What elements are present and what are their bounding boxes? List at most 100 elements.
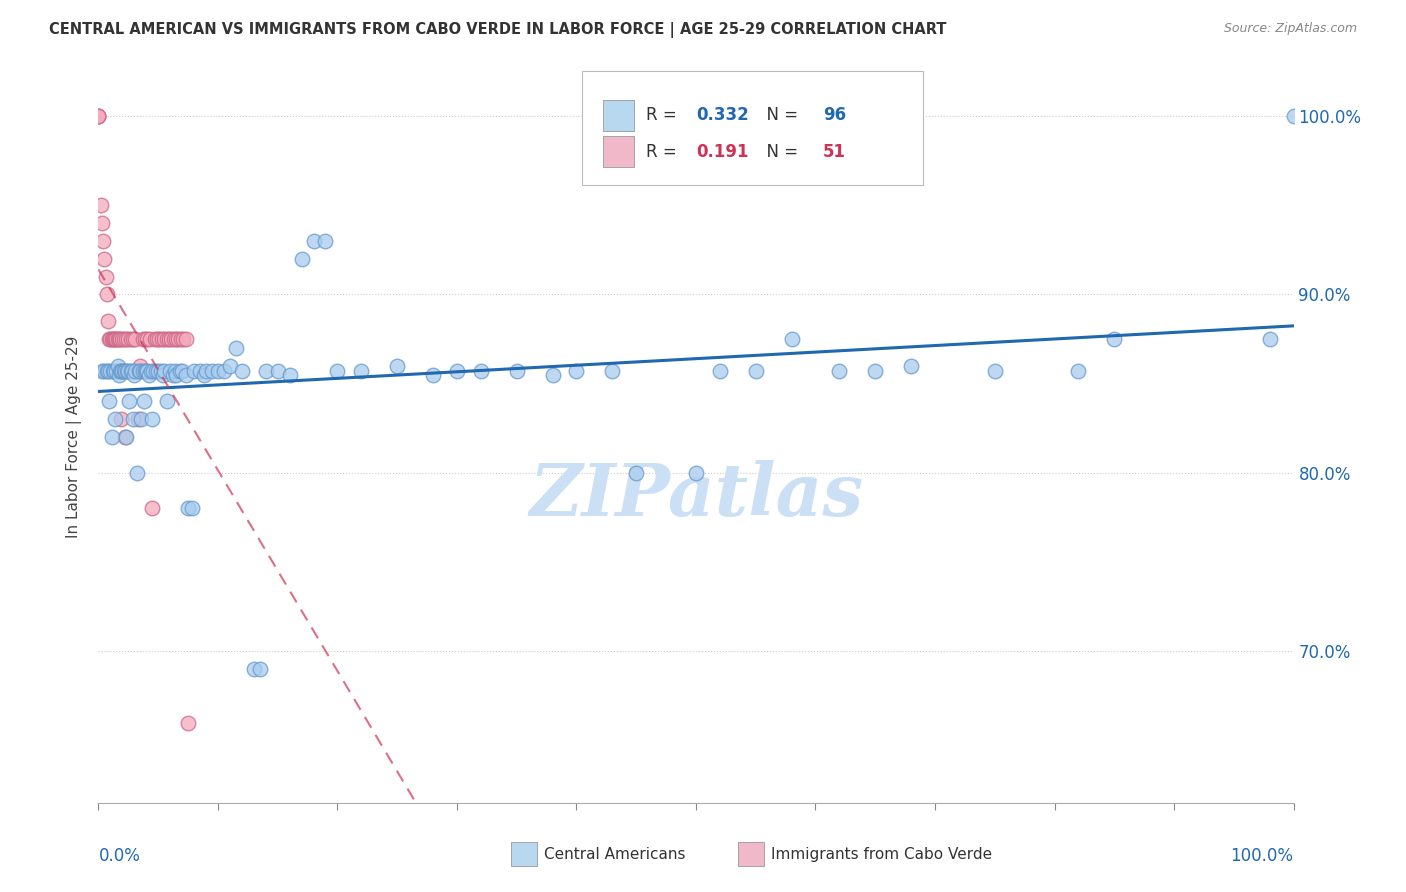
Point (129, 364, 152, 378)
Text: CENTRAL AMERICAN VS IMMIGRANTS FROM CABO VERDE IN LABOR FORCE | AGE 25-29 CORREL: CENTRAL AMERICAN VS IMMIGRANTS FROM CABO… (49, 22, 946, 38)
Point (143, 332, 166, 346)
Point (91, 216, 114, 230)
Point (602, 364, 624, 378)
Point (1067, 364, 1090, 378)
Point (201, 364, 224, 378)
Point (121, 364, 143, 378)
Point (249, 662, 271, 676)
Point (169, 364, 191, 378)
Point (128, 364, 150, 378)
Point (148, 332, 170, 346)
Point (111, 332, 134, 346)
Point (446, 364, 468, 378)
Text: N =: N = (756, 106, 803, 124)
Point (131, 364, 153, 378)
Point (865, 364, 887, 378)
Point (115, 332, 138, 346)
Point (124, 332, 146, 346)
Point (984, 364, 1007, 378)
Point (112, 332, 135, 346)
Point (148, 364, 170, 378)
Point (96, 287, 118, 301)
Point (326, 364, 349, 378)
Point (104, 332, 127, 346)
FancyBboxPatch shape (582, 71, 922, 185)
Text: 100.0%: 100.0% (1230, 847, 1294, 864)
Point (225, 341, 247, 355)
Point (565, 364, 588, 378)
Point (93, 252, 115, 266)
Point (117, 364, 139, 378)
Point (101, 332, 124, 346)
Text: 51: 51 (823, 143, 845, 161)
Point (163, 332, 186, 346)
Text: 0.0%: 0.0% (98, 847, 141, 864)
Point (150, 332, 173, 346)
Point (1282, 109, 1305, 123)
Point (103, 332, 125, 346)
Point (152, 368, 174, 382)
Point (422, 368, 444, 382)
Text: Central Americans: Central Americans (544, 847, 686, 862)
FancyBboxPatch shape (603, 100, 634, 130)
Point (828, 364, 851, 378)
Point (291, 252, 314, 266)
Point (145, 364, 167, 378)
Point (91, 234, 114, 248)
Text: 0.332: 0.332 (696, 106, 749, 124)
Point (108, 364, 131, 378)
Text: R =: R = (645, 106, 682, 124)
Point (135, 364, 157, 378)
Point (114, 430, 136, 444)
Point (149, 364, 172, 378)
Point (709, 364, 731, 378)
Point (1104, 332, 1126, 346)
Point (155, 394, 177, 409)
Point (93, 364, 115, 378)
Point (105, 364, 128, 378)
Point (139, 364, 162, 378)
Point (315, 234, 337, 248)
Point (141, 412, 163, 426)
Y-axis label: In Labor Force | Age 25-29: In Labor Force | Age 25-29 (66, 336, 83, 538)
Point (193, 368, 215, 382)
Point (111, 364, 134, 378)
Point (112, 364, 135, 378)
Point (745, 364, 768, 378)
Point (117, 332, 139, 346)
Text: 96: 96 (823, 106, 846, 124)
Point (120, 364, 142, 378)
Point (153, 332, 176, 346)
Point (100, 430, 122, 444)
Point (165, 368, 187, 382)
Point (124, 364, 146, 378)
Point (160, 332, 183, 346)
Point (153, 364, 176, 378)
Point (174, 332, 197, 346)
Point (98, 332, 121, 346)
Point (100, 332, 122, 346)
Point (90, 198, 112, 212)
Point (98, 394, 121, 409)
Point (142, 364, 165, 378)
Point (125, 466, 148, 480)
Point (626, 466, 648, 480)
Point (96, 364, 118, 378)
Point (110, 412, 132, 426)
Point (212, 364, 235, 378)
Point (108, 332, 131, 346)
Point (180, 501, 202, 516)
Point (159, 364, 181, 378)
Text: R =: R = (645, 143, 688, 161)
Point (129, 359, 152, 373)
Point (103, 364, 125, 378)
Point (141, 501, 163, 516)
FancyBboxPatch shape (603, 136, 634, 167)
Point (172, 364, 194, 378)
Point (118, 394, 141, 409)
Point (107, 332, 129, 346)
Point (267, 364, 290, 378)
Point (114, 364, 136, 378)
Point (302, 234, 325, 248)
Point (254, 364, 277, 378)
